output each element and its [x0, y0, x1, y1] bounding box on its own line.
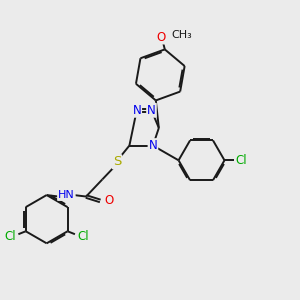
- Text: N: N: [148, 139, 157, 152]
- Text: Cl: Cl: [235, 154, 247, 167]
- Text: HN: HN: [58, 190, 75, 200]
- Text: S: S: [113, 155, 121, 168]
- Text: Cl: Cl: [4, 230, 16, 243]
- Text: N: N: [132, 104, 141, 117]
- Text: O: O: [157, 31, 166, 44]
- Text: O: O: [104, 194, 114, 207]
- Text: CH₃: CH₃: [171, 30, 192, 40]
- Text: Cl: Cl: [77, 230, 89, 243]
- Text: N: N: [147, 104, 156, 117]
